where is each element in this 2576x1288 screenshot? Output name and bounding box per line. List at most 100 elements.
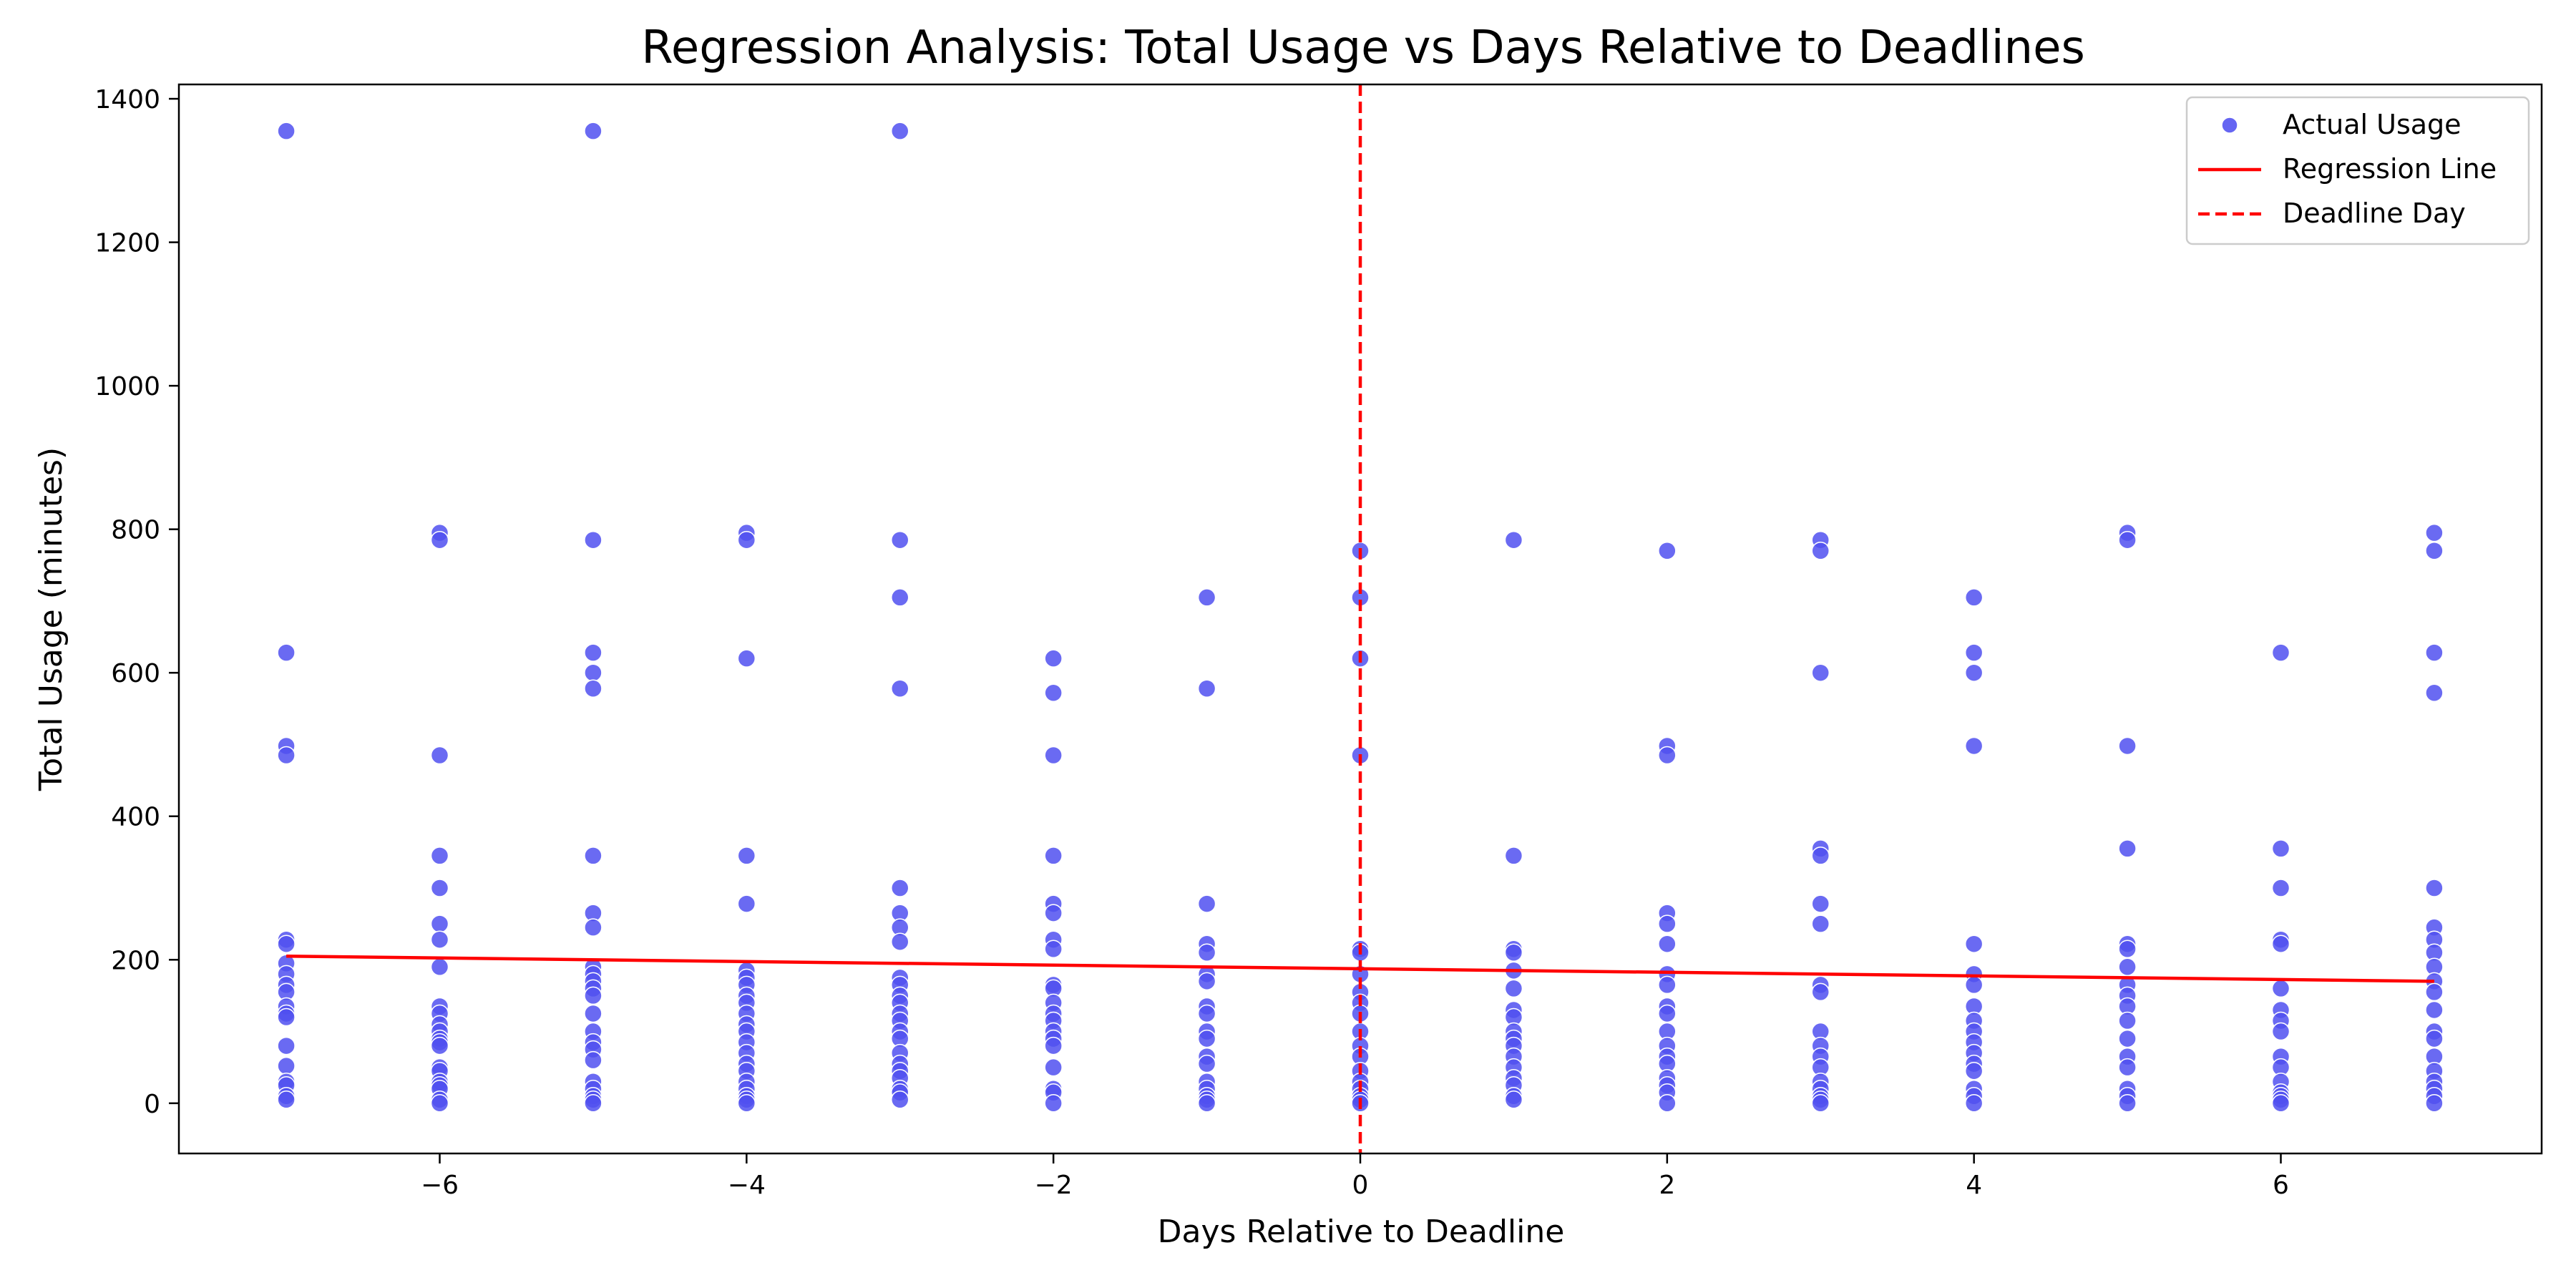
data-point [891, 879, 909, 897]
data-point [2118, 839, 2137, 858]
data-point [1504, 847, 1523, 865]
legend-label-deadline-day: Deadline Day [2283, 197, 2466, 229]
data-point [1044, 746, 1063, 765]
y-tick-label: 600 [111, 659, 160, 688]
data-point [584, 663, 602, 682]
data-point [1044, 683, 1063, 703]
y-tick-label: 1200 [94, 229, 160, 258]
x-tick-label: −4 [728, 1171, 766, 1200]
data-point [584, 643, 602, 662]
data-point [430, 1036, 449, 1055]
data-point [584, 530, 602, 550]
y-tick-label: 200 [111, 946, 160, 975]
data-point [1197, 894, 1216, 913]
data-point [430, 746, 449, 765]
data-point [2271, 1022, 2290, 1041]
data-point [2118, 1011, 2137, 1030]
data-point [737, 649, 756, 668]
data-point [1044, 904, 1063, 922]
data-point [430, 957, 449, 977]
data-point [1658, 746, 1677, 765]
y-axis-label: Total Usage (minutes) [33, 447, 69, 791]
data-point [2425, 541, 2444, 560]
y-tick-label: 800 [111, 516, 160, 545]
data-point [2425, 1094, 2444, 1113]
data-point [891, 122, 909, 140]
data-point [1044, 1094, 1063, 1113]
data-point [1197, 943, 1216, 962]
data-point [1964, 1094, 1984, 1113]
chart-title: Regression Analysis: Total Usage vs Days… [641, 21, 2085, 74]
data-point [584, 847, 602, 865]
data-point [1197, 588, 1216, 607]
data-point [2425, 643, 2444, 662]
data-point [2118, 957, 2137, 977]
legend-marker-actual-usage [2221, 117, 2238, 134]
data-point [1197, 972, 1216, 991]
data-point [2118, 1094, 2137, 1113]
data-point [1044, 1036, 1063, 1055]
x-tick-label: 2 [1659, 1171, 1675, 1200]
data-point [2425, 683, 2444, 703]
data-point [1811, 982, 1830, 1002]
data-point [737, 1094, 756, 1113]
data-point [1044, 1058, 1063, 1077]
data-point [584, 918, 602, 937]
data-point [1964, 643, 1984, 662]
legend: Actual Usage Regression Line Deadline Da… [2185, 96, 2530, 245]
data-point [2118, 940, 2137, 958]
data-point [584, 122, 602, 140]
data-point [891, 588, 909, 607]
data-point [2271, 879, 2290, 897]
data-point [1658, 975, 1677, 995]
data-point [737, 530, 756, 550]
x-tick-label: −2 [1035, 1171, 1073, 1200]
data-point [1811, 894, 1830, 913]
legend-box [2185, 96, 2530, 245]
data-point [277, 1036, 296, 1055]
legend-label-actual-usage: Actual Usage [2283, 109, 2462, 140]
data-point [1658, 935, 1677, 953]
y-tick-label: 0 [144, 1090, 160, 1119]
x-tick-label: 6 [2273, 1171, 2289, 1200]
data-point [2425, 879, 2444, 897]
data-point [2425, 1029, 2444, 1048]
data-point [2271, 643, 2290, 662]
data-point [2118, 736, 2137, 756]
data-point [584, 1094, 602, 1113]
data-point [1197, 1094, 1216, 1113]
data-point [1658, 1094, 1677, 1113]
data-point [1964, 1061, 1984, 1080]
data-point [1658, 541, 1677, 560]
data-point [584, 1004, 602, 1023]
data-point [430, 530, 449, 550]
data-point [1964, 736, 1984, 756]
data-point [737, 847, 756, 865]
data-point [1811, 541, 1830, 560]
y-tick-label: 400 [111, 803, 160, 832]
data-point [1197, 679, 1216, 698]
data-point [584, 679, 602, 698]
data-point [1658, 1004, 1677, 1023]
data-point [2425, 1000, 2444, 1020]
x-axis-label: Days Relative to Deadline [1158, 1214, 1565, 1250]
data-point [1044, 847, 1063, 865]
data-point [891, 932, 909, 951]
data-point [1964, 935, 1984, 953]
data-point [2271, 935, 2290, 953]
y-axis-ticks: 0 200 400 600 800 1000 1200 1400 [94, 85, 179, 1119]
data-point [277, 1008, 296, 1027]
data-point [1044, 649, 1063, 668]
data-point [2118, 1058, 2137, 1077]
data-point [2425, 982, 2444, 1002]
data-point [891, 530, 909, 550]
data-point [430, 930, 449, 949]
data-point [2118, 1029, 2137, 1048]
data-point [2118, 530, 2137, 550]
data-point [737, 894, 756, 913]
data-point [891, 679, 909, 698]
chart-lines [286, 84, 2434, 1153]
data-point [584, 1050, 602, 1070]
data-point [2425, 523, 2444, 542]
